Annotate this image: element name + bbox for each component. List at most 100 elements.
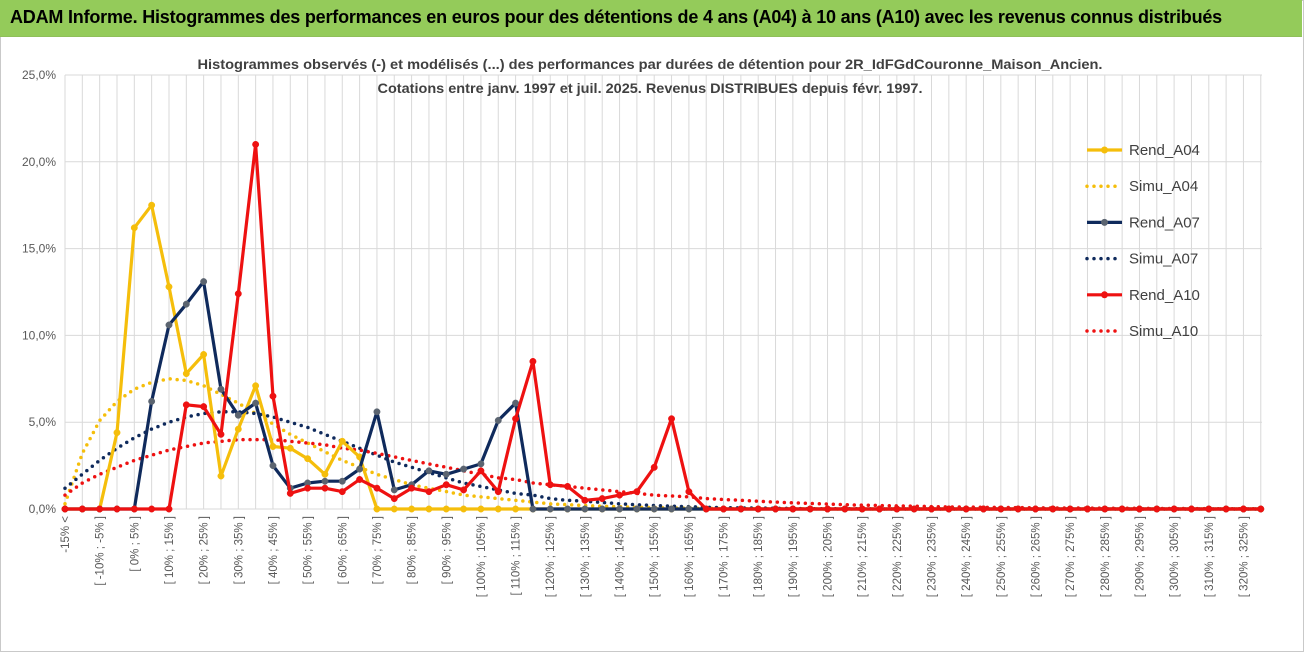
data-point bbox=[546, 481, 554, 489]
data-point bbox=[893, 505, 901, 513]
data-point bbox=[1239, 505, 1247, 513]
data-point bbox=[252, 140, 260, 148]
data-point bbox=[252, 399, 260, 407]
data-point bbox=[997, 505, 1005, 513]
data-point bbox=[1170, 505, 1178, 513]
legend-item-rend-a07: Rend_A07 bbox=[1087, 214, 1200, 231]
data-point bbox=[182, 300, 190, 308]
data-point bbox=[1153, 505, 1161, 513]
x-tick-label: [ 210% ; 215% ] bbox=[857, 516, 869, 597]
data-point bbox=[754, 505, 762, 513]
data-point bbox=[858, 505, 866, 513]
series-simu-a07 bbox=[63, 410, 1263, 511]
data-point bbox=[252, 382, 260, 390]
x-tick-label: [ 60% ; 65% ] bbox=[337, 516, 349, 584]
series-rend-a07 bbox=[61, 278, 1265, 513]
legend-label: Simu_A10 bbox=[1129, 323, 1198, 340]
data-point bbox=[633, 505, 641, 513]
data-point bbox=[165, 321, 173, 329]
data-point bbox=[148, 201, 156, 209]
data-point bbox=[182, 401, 190, 409]
data-point bbox=[408, 484, 416, 492]
x-tick-label: [ 40% ; 45% ] bbox=[268, 516, 280, 584]
legend-label: Rend_A07 bbox=[1129, 214, 1200, 231]
x-tick-label: [ 80% ; 85% ] bbox=[407, 516, 419, 584]
series-line bbox=[63, 410, 1263, 511]
data-point bbox=[962, 505, 970, 513]
x-tick-label: [ 110% ; 115% ] bbox=[511, 516, 523, 595]
report-banner: ADAM Informe. Histogrammes des performan… bbox=[0, 0, 1302, 37]
x-tick-label: [ 100% ; 105% ] bbox=[476, 516, 488, 597]
data-point bbox=[910, 505, 918, 513]
data-point bbox=[442, 505, 450, 513]
x-tick-label: [ 150% ; 155% ] bbox=[649, 516, 661, 597]
legend-marker bbox=[1101, 146, 1108, 154]
series-line bbox=[63, 437, 1263, 511]
data-point bbox=[217, 472, 225, 480]
data-point bbox=[529, 357, 537, 365]
data-point bbox=[442, 470, 450, 478]
data-point bbox=[1188, 505, 1195, 513]
data-point bbox=[460, 465, 468, 473]
data-point bbox=[650, 505, 658, 513]
data-point bbox=[165, 283, 173, 291]
data-point bbox=[373, 484, 381, 492]
data-point bbox=[338, 488, 346, 496]
x-tick-label: [ 130% ; 135% ] bbox=[580, 516, 592, 597]
data-point bbox=[650, 463, 658, 471]
x-tick-label: [ 70% ; 75% ] bbox=[372, 516, 384, 584]
data-point bbox=[494, 488, 502, 496]
data-point bbox=[1014, 505, 1022, 513]
data-point bbox=[78, 505, 86, 513]
data-point bbox=[234, 290, 242, 298]
data-point bbox=[702, 505, 710, 513]
x-tick-label: [ 190% ; 195% ] bbox=[788, 516, 800, 597]
x-tick-label: [ 30% ; 35% ] bbox=[233, 516, 245, 584]
data-point bbox=[841, 505, 849, 513]
data-point bbox=[182, 370, 190, 378]
data-point bbox=[529, 505, 537, 513]
data-point bbox=[130, 224, 138, 232]
y-tick-label: 5,0% bbox=[29, 415, 57, 429]
data-point bbox=[269, 443, 277, 450]
x-tick-label: [ 120% ; 125% ] bbox=[545, 516, 557, 597]
chart-subtitle: Cotations entre janv. 1997 et juil. 2025… bbox=[378, 80, 923, 96]
data-point bbox=[581, 505, 589, 513]
data-point bbox=[425, 467, 433, 475]
data-point bbox=[1084, 505, 1091, 513]
data-point bbox=[286, 489, 294, 497]
data-point bbox=[806, 505, 814, 513]
x-tick-label: [ 270% ; 275% ] bbox=[1065, 516, 1077, 597]
data-point bbox=[824, 505, 831, 513]
data-point bbox=[390, 505, 398, 513]
x-axis-ticks: -15% < [ -10% ; -5% ] [ 0% ; 5% ] [ 10% ; 1… bbox=[60, 516, 1250, 597]
data-point bbox=[668, 415, 675, 423]
data-point bbox=[148, 397, 156, 405]
data-point bbox=[96, 505, 104, 513]
data-point bbox=[564, 482, 572, 490]
data-point bbox=[148, 505, 156, 513]
x-tick-label: [ 50% ; 55% ] bbox=[303, 516, 315, 584]
data-point bbox=[685, 505, 693, 513]
data-point bbox=[356, 465, 364, 473]
legend-label: Simu_A07 bbox=[1129, 251, 1198, 268]
x-tick-label: [ 240% ; 245% ] bbox=[961, 516, 973, 597]
data-point bbox=[356, 476, 364, 483]
data-point bbox=[165, 505, 173, 513]
x-tick-label: [ 260% ; 265% ] bbox=[1030, 516, 1042, 597]
data-point bbox=[338, 437, 346, 445]
data-point bbox=[304, 455, 312, 463]
series-lines bbox=[61, 140, 1265, 513]
data-point bbox=[286, 444, 294, 452]
x-tick-label: [ 200% ; 205% ] bbox=[823, 516, 835, 597]
data-point bbox=[477, 467, 485, 475]
data-point bbox=[460, 505, 468, 513]
data-point bbox=[737, 505, 745, 513]
y-tick-label: 0,0% bbox=[29, 502, 57, 516]
legend-marker bbox=[1101, 291, 1108, 299]
x-tick-label: [ 160% ; 165% ] bbox=[684, 516, 696, 597]
data-point bbox=[1257, 505, 1265, 513]
data-point bbox=[217, 430, 225, 438]
chart-title: Histogrammes observés (-) et modélisés (… bbox=[198, 56, 1103, 72]
